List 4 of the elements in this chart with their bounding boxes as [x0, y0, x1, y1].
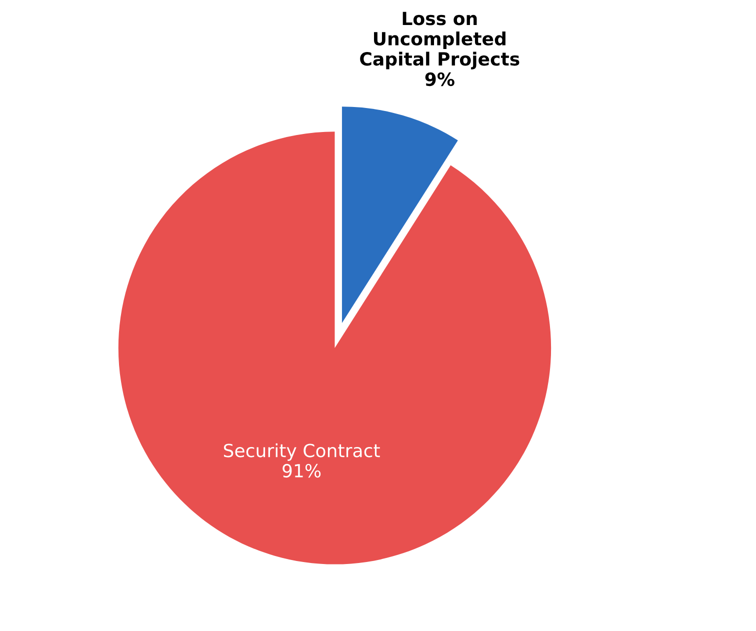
slice-label: Security Contract [224, 443, 380, 461]
data-label: 9% [425, 72, 454, 86]
data-label: 91% [282, 464, 321, 478]
slice-label: Loss on Uncompleted Capital Projects [360, 12, 520, 70]
